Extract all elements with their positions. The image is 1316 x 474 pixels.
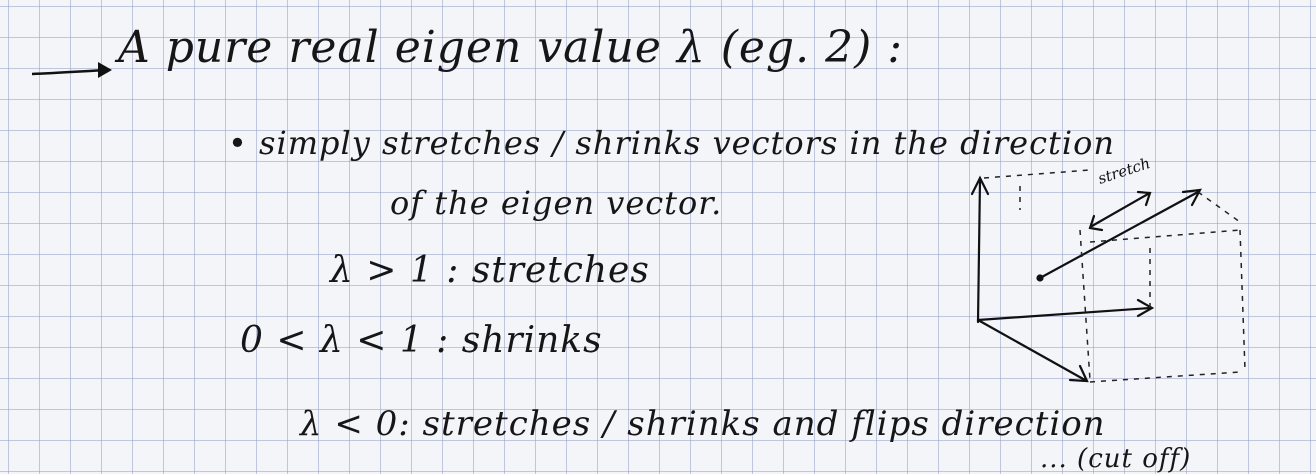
arrow-bullet-icon [31,62,112,78]
eigenvector-sketch: stretch [970,154,1246,383]
bullet-continuation: of the eigen vector. [390,184,723,222]
case-between-zero-and-one: 0 < λ < 1 : shrinks [240,320,603,361]
bullet-line: • simply stretches / shrinks vectors in … [228,124,1115,162]
case-negative: λ < 0: stretches / shrinks and flips dir… [300,404,1106,444]
heading-line: A pure real eigen value λ (eg. 2) : [118,22,904,73]
stretch-label: stretch [1096,154,1153,188]
trailing-text: ... (cut off) [1040,444,1192,474]
case-greater-than-one: λ > 1 : stretches [330,250,650,291]
